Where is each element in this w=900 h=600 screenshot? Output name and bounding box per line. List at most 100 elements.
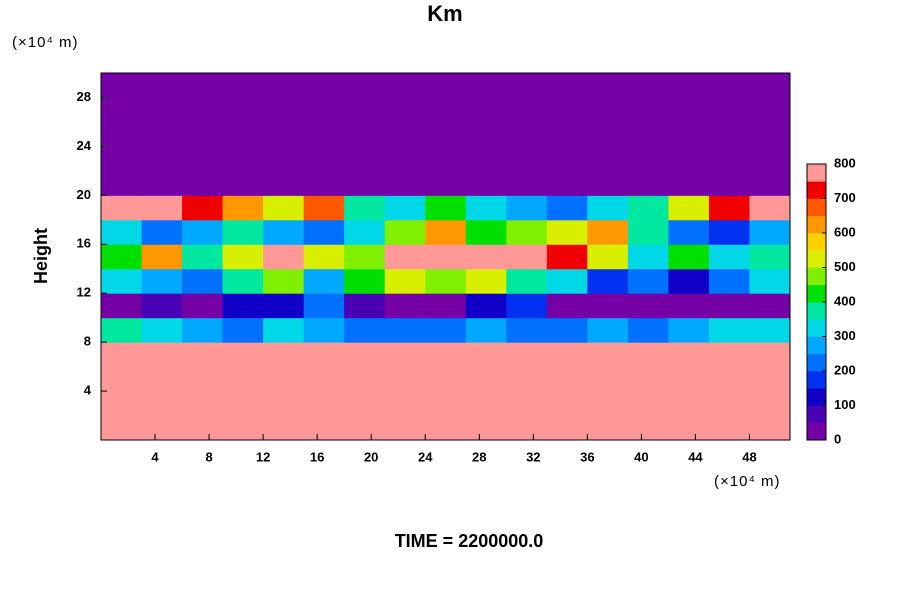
colorbar-tick-label: 700 (834, 190, 856, 205)
heatmap-cell (222, 121, 264, 147)
heatmap-cell (627, 342, 669, 368)
heatmap-cell (708, 317, 750, 343)
x-tick-label: 16 (310, 449, 324, 464)
heatmap-cell (587, 293, 629, 319)
heatmap-cell (425, 268, 467, 294)
heatmap-cell (344, 366, 386, 392)
heatmap-cell (303, 73, 345, 98)
colorbar-swatch (807, 284, 826, 303)
heatmap-cell (425, 73, 467, 98)
heatmap-cell (749, 73, 791, 98)
heatmap-cell (384, 268, 426, 294)
heatmap-cell (303, 170, 345, 196)
heatmap-cell (222, 146, 264, 172)
x-tick-label: 24 (418, 449, 433, 464)
heatmap-cell (668, 293, 710, 319)
heatmap-cell (749, 268, 791, 294)
heatmap-cell (384, 146, 426, 172)
heatmap-cell (344, 121, 386, 147)
heatmap-cell (546, 121, 588, 147)
heatmap-cell (465, 415, 507, 441)
x-tick-label: 28 (472, 449, 486, 464)
heatmap-cell (546, 268, 588, 294)
heatmap-cell (587, 73, 629, 98)
heatmap-cell (384, 219, 426, 245)
heatmap-cell (627, 146, 669, 172)
colorbar-swatch (807, 267, 826, 286)
chart-title: Km (427, 1, 462, 26)
heatmap-cell (749, 121, 791, 147)
heatmap-cell (465, 195, 507, 221)
heatmap-cell (384, 391, 426, 417)
heatmap-cell (627, 97, 669, 123)
heatmap-cell (627, 415, 669, 441)
heatmap-cell (506, 170, 548, 196)
heatmap-cell (546, 415, 588, 441)
y-tick-label: 28 (77, 89, 91, 104)
heatmap-cell (182, 317, 224, 343)
heatmap-cell (182, 97, 224, 123)
colorbar-tick-label: 200 (834, 362, 856, 377)
heatmap-cell (749, 391, 791, 417)
heatmap-cell (384, 97, 426, 123)
heatmap-cell (627, 293, 669, 319)
heatmap-cell (182, 268, 224, 294)
heatmap-cell (708, 342, 750, 368)
heatmap-cell (101, 391, 143, 417)
heatmap-cell (506, 219, 548, 245)
heatmap-cell (749, 195, 791, 221)
heatmap-cell (425, 391, 467, 417)
heatmap-cell (425, 366, 467, 392)
heatmap-cell (222, 170, 264, 196)
heatmap-cell (465, 268, 507, 294)
x-tick-label: 20 (364, 449, 378, 464)
heatmap-cell (303, 293, 345, 319)
heatmap-cell (101, 293, 143, 319)
heatmap-cell (344, 195, 386, 221)
heatmap-cell (141, 342, 183, 368)
heatmap-cell (546, 317, 588, 343)
heatmap-cell (465, 366, 507, 392)
heatmap-cell (344, 170, 386, 196)
heatmap-cell (587, 342, 629, 368)
heatmap-cell (101, 366, 143, 392)
heatmap-cell (303, 366, 345, 392)
heatmap-cell (182, 219, 224, 245)
heatmap-cell (303, 317, 345, 343)
heatmap-cell (344, 342, 386, 368)
heatmap-cell (627, 244, 669, 270)
heatmap-cell (708, 293, 750, 319)
heatmap-cell (222, 317, 264, 343)
heatmap-cell (101, 170, 143, 196)
heatmap-cell (222, 366, 264, 392)
heatmap-cell (506, 268, 548, 294)
heatmap-cell (425, 293, 467, 319)
heatmap-cell (344, 219, 386, 245)
colorbar-swatch (807, 164, 826, 182)
heatmap-cell (384, 342, 426, 368)
heatmap-cell (465, 146, 507, 172)
heatmap-cell (222, 73, 264, 98)
heatmap-cell (182, 73, 224, 98)
heatmap-cell (222, 268, 264, 294)
colorbar-tick-label: 0 (834, 431, 841, 446)
colorbar-swatch (807, 371, 826, 389)
heatmap-cell (627, 268, 669, 294)
heatmap-cell (465, 342, 507, 368)
y-axis-title: Height (31, 228, 51, 284)
heatmap-cell (101, 268, 143, 294)
heatmap-cell (101, 146, 143, 172)
x-tick-label: 48 (742, 449, 756, 464)
heatmap-cell (708, 244, 750, 270)
heatmap-cell (668, 268, 710, 294)
heatmap-cell (708, 366, 750, 392)
heatmap-cell (465, 219, 507, 245)
heatmap-cell (263, 293, 305, 319)
y-tick-label: 8 (84, 334, 91, 349)
heatmap-cell (425, 146, 467, 172)
heatmap-cell (425, 244, 467, 270)
heatmap-cell (101, 121, 143, 147)
heatmap-cell (263, 391, 305, 417)
heatmap-cell (425, 317, 467, 343)
heatmap-cell (708, 195, 750, 221)
